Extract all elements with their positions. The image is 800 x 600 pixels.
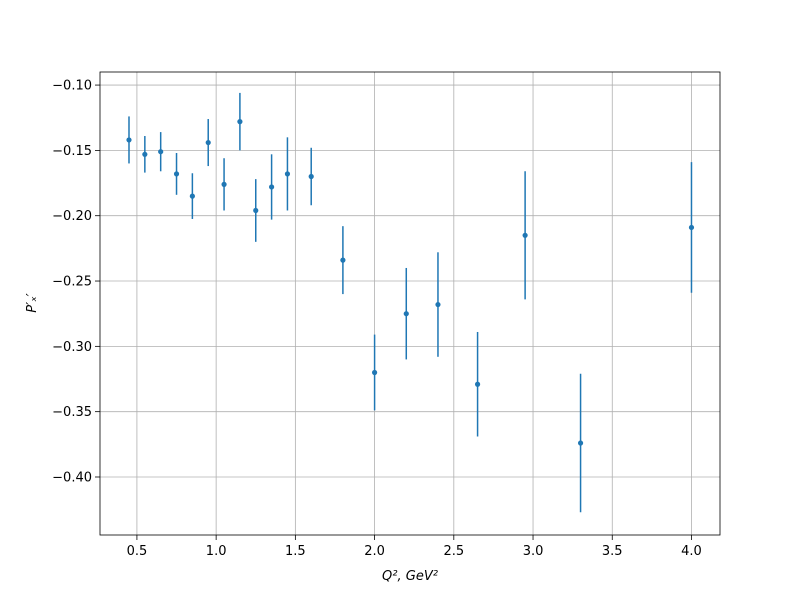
marks — [126, 92, 695, 513]
x-tick-label: 3.0 — [523, 544, 544, 559]
y-tick-label: −0.20 — [52, 209, 92, 224]
x-tick-label: 1.0 — [206, 544, 227, 559]
data-point — [340, 257, 346, 263]
data-point — [435, 301, 441, 308]
data-point — [577, 440, 584, 446]
data-point — [126, 137, 132, 143]
data-point — [403, 311, 409, 317]
data-point — [237, 119, 243, 125]
x-tick-label: 3.5 — [602, 544, 623, 559]
data-point — [189, 193, 195, 199]
x-tick-label: 4.0 — [681, 544, 702, 559]
data-point — [474, 381, 481, 387]
data-point — [308, 173, 314, 180]
y-tick-label: −0.35 — [52, 405, 92, 420]
data-point — [522, 232, 528, 238]
x-axis-label: Q², GeV² — [382, 569, 438, 584]
plot-frame — [99, 71, 721, 536]
data-point — [268, 184, 275, 190]
y-tick-label: −0.25 — [52, 275, 92, 290]
y-tick-label: −0.10 — [52, 79, 92, 94]
data-point — [688, 224, 695, 231]
data-point — [371, 369, 378, 376]
x-tick-label: 2.5 — [443, 544, 464, 559]
x-tick-label: 0.5 — [127, 544, 148, 559]
data-point — [221, 181, 227, 187]
data-point — [253, 207, 259, 214]
data-point — [284, 171, 291, 177]
data-point — [142, 151, 148, 157]
data-point — [173, 171, 180, 177]
x-tick-label: 1.5 — [285, 544, 306, 559]
data-point — [158, 149, 164, 155]
y-axis-label: P′ₓ′ — [25, 293, 40, 313]
y-tick-label: −0.15 — [52, 144, 92, 159]
data-point — [205, 139, 211, 146]
grid — [100, 72, 720, 535]
y-tick-label: −0.40 — [52, 470, 92, 485]
y-tick-label: −0.30 — [52, 340, 92, 355]
x-tick-label: 2.0 — [364, 544, 385, 559]
